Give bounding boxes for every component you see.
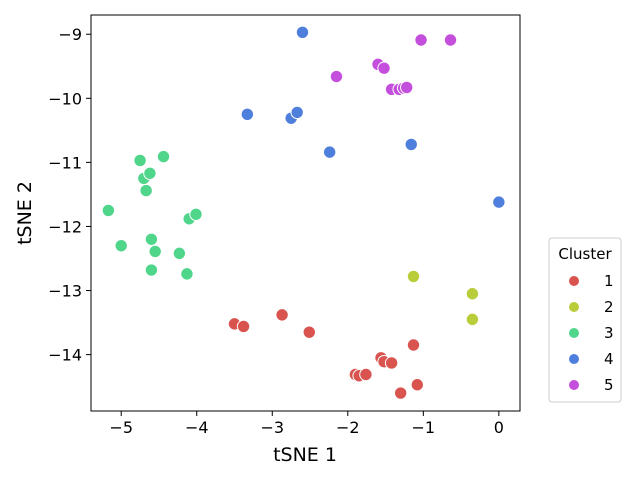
legend-marker-1 [568, 275, 580, 287]
legend: Cluster 1 2 3 4 5 [548, 237, 622, 403]
y-axis: −14 −13 −12 −11 −10 −9 [48, 25, 91, 365]
data-point-cluster-5 [329, 69, 344, 84]
data-point-cluster-3 [101, 203, 116, 218]
points-layer [101, 25, 506, 400]
legend-marker-2 [568, 301, 580, 313]
y-tick-label: −12 [48, 217, 82, 236]
x-tick-label: 0 [494, 418, 504, 437]
data-point-cluster-3 [189, 207, 203, 221]
data-point-cluster-3 [180, 267, 194, 281]
data-point-cluster-2 [406, 269, 421, 284]
data-point-cluster-1 [393, 386, 408, 400]
data-point-cluster-3 [144, 263, 159, 277]
data-point-cluster-3 [143, 166, 157, 180]
data-point-cluster-5 [414, 33, 428, 47]
data-point-cluster-3 [148, 244, 162, 259]
plot-area [91, 15, 520, 411]
legend-marker-3 [568, 327, 580, 339]
data-point-cluster-1 [359, 367, 373, 382]
x-tick-label: −1 [412, 418, 436, 437]
data-point-cluster-1 [236, 319, 251, 334]
y-axis-label: tSNE 2 [14, 181, 36, 245]
legend-label-3: 3 [604, 324, 614, 342]
x-axis: −5 −4 −3 −2 −1 0 [109, 411, 504, 437]
data-point-cluster-5 [377, 61, 391, 75]
y-tick-label: −11 [48, 153, 82, 172]
data-point-cluster-1 [406, 338, 421, 352]
legend-label-5: 5 [604, 376, 614, 394]
data-point-cluster-3 [139, 183, 153, 198]
data-point-cluster-5 [400, 80, 414, 95]
legend-marker-4 [568, 353, 580, 365]
legend-title: Cluster [558, 245, 612, 263]
data-point-cluster-3 [144, 232, 159, 246]
data-point-cluster-4 [322, 145, 337, 159]
legend-marker-5 [568, 379, 580, 391]
data-point-cluster-3 [114, 238, 128, 253]
legend-items: 1 2 3 4 5 [568, 272, 614, 394]
data-point-cluster-2 [465, 287, 480, 301]
plot-frame [90, 14, 521, 412]
data-point-cluster-1 [410, 378, 424, 392]
y-tick-label: −9 [58, 25, 82, 44]
y-tick-label: −13 [48, 282, 82, 301]
y-tick-label: −10 [48, 89, 82, 108]
x-tick-label: −4 [185, 418, 209, 437]
data-point-cluster-1 [275, 308, 289, 322]
y-tick-label: −14 [48, 346, 82, 365]
data-point-cluster-2 [465, 312, 480, 327]
x-tick-label: −2 [336, 418, 360, 437]
data-point-cluster-5 [443, 33, 458, 47]
x-tick-label: −3 [260, 418, 284, 437]
legend-label-2: 2 [604, 298, 614, 316]
data-point-cluster-4 [290, 105, 304, 120]
legend-label-1: 1 [604, 272, 614, 290]
data-point-cluster-4 [240, 107, 255, 122]
data-point-cluster-1 [302, 325, 316, 339]
data-point-cluster-3 [156, 149, 171, 164]
data-point-cluster-4 [295, 25, 310, 40]
data-point-cluster-4 [404, 137, 418, 152]
legend-box [548, 237, 622, 403]
data-point-cluster-4 [492, 195, 506, 209]
data-point-cluster-3 [172, 246, 187, 261]
data-point-cluster-1 [384, 356, 399, 370]
x-axis-label: tSNE 1 [273, 444, 337, 466]
data-point-cluster-3 [133, 153, 147, 168]
x-tick-label: −5 [109, 418, 133, 437]
legend-label-4: 4 [604, 350, 614, 368]
